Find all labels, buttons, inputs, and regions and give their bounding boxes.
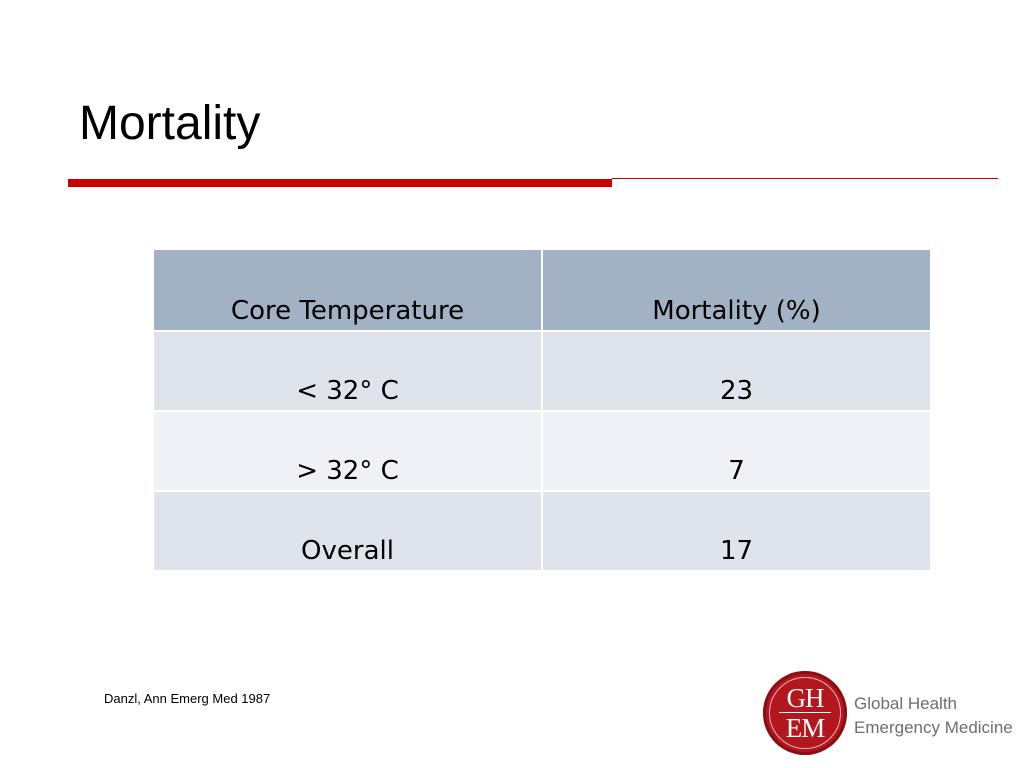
table-header-row: Core Temperature Mortality (%) xyxy=(152,248,932,332)
mortality-table: Core Temperature Mortality (%) < 32° C 2… xyxy=(152,248,932,572)
logo-monogram-top: GH xyxy=(786,683,825,713)
table-row: > 32° C 7 xyxy=(152,410,932,492)
ghem-logo: GH EM Global Health Emergency Medicine xyxy=(763,671,1013,757)
logo-name-line1: Global Health xyxy=(854,694,958,713)
cell-core-temperature: > 32° C xyxy=(152,410,543,492)
header-core-temperature: Core Temperature xyxy=(152,248,543,332)
citation: Danzl, Ann Emerg Med 1987 xyxy=(104,691,271,706)
logo-badge-ring xyxy=(769,677,841,749)
title-underline-thick xyxy=(68,179,612,187)
logo-wordmark: Global Health Emergency Medicine xyxy=(854,692,1013,740)
cell-mortality: 17 xyxy=(541,490,932,572)
header-mortality: Mortality (%) xyxy=(541,248,932,332)
logo-name-line2: Emergency Medicine xyxy=(854,718,1013,737)
table-row: Overall 17 xyxy=(152,490,932,572)
cell-core-temperature: Overall xyxy=(152,490,543,572)
cell-mortality: 23 xyxy=(541,330,932,412)
cell-mortality: 7 xyxy=(541,410,932,492)
logo-badge: GH EM xyxy=(763,671,847,755)
table-row: < 32° C 23 xyxy=(152,330,932,412)
logo-monogram-divider xyxy=(779,712,831,713)
slide-title: Mortality xyxy=(79,97,261,150)
cell-core-temperature: < 32° C xyxy=(152,330,543,412)
title-underline-thin xyxy=(612,178,998,179)
logo-monogram-bottom: EM xyxy=(785,713,826,743)
